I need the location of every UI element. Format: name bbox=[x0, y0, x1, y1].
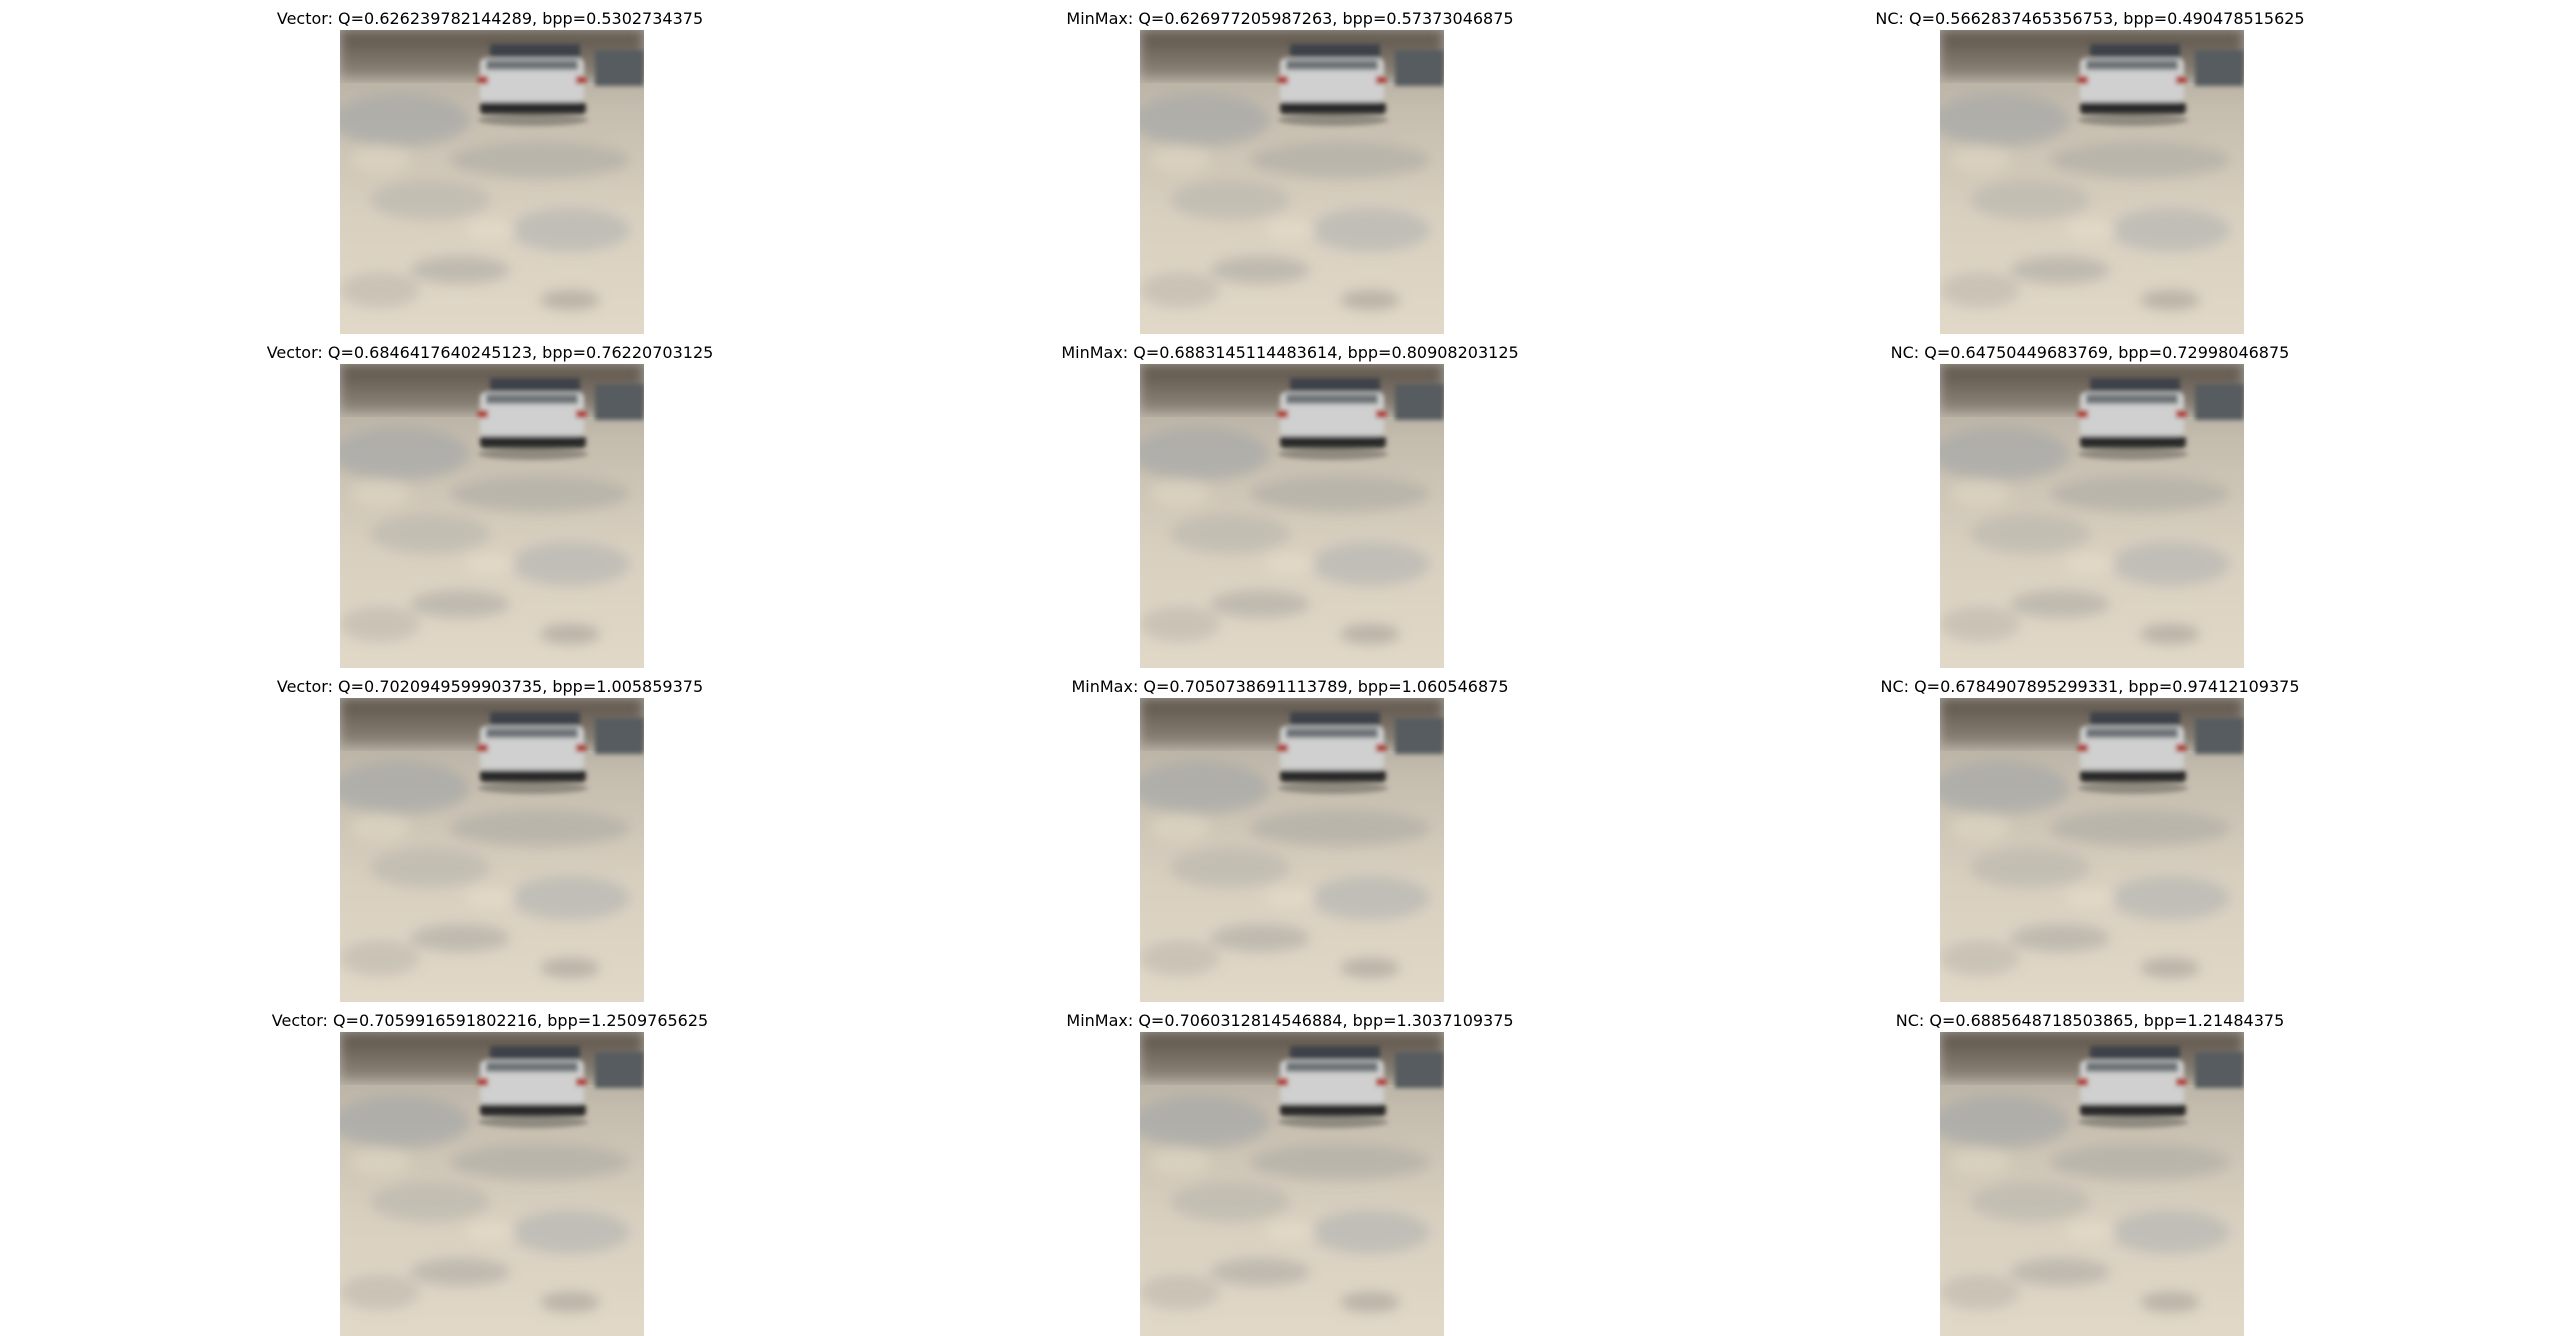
panel: MinMax: Q=0.7050738691113789, bpp=1.0605… bbox=[890, 676, 1690, 1002]
panel: NC: Q=0.6784907895299331, bpp=0.97412109… bbox=[1690, 676, 2490, 1002]
panel-title: NC: Q=0.64750449683769, bpp=0.7299804687… bbox=[1890, 343, 2290, 362]
panel-title: NC: Q=0.6885648718503865, bpp=1.21484375 bbox=[1895, 1011, 2285, 1030]
reconstructed-image bbox=[340, 698, 644, 1002]
panel-title: Vector: Q=0.7020949599903735, bpp=1.0058… bbox=[276, 677, 704, 696]
panel: NC: Q=0.6885648718503865, bpp=1.21484375 bbox=[1690, 1010, 2490, 1336]
panel-title: MinMax: Q=0.7060312814546884, bpp=1.3037… bbox=[1066, 1011, 1514, 1030]
reconstructed-image bbox=[1940, 1032, 2244, 1336]
panel-title: NC: Q=0.6784907895299331, bpp=0.97412109… bbox=[1880, 677, 2300, 696]
reconstructed-image bbox=[1140, 364, 1444, 668]
reconstructed-image bbox=[1140, 1032, 1444, 1336]
panel: MinMax: Q=0.6883145114483614, bpp=0.8090… bbox=[890, 342, 1690, 668]
panel: MinMax: Q=0.7060312814546884, bpp=1.3037… bbox=[890, 1010, 1690, 1336]
panel-title: Vector: Q=0.7059916591802216, bpp=1.2509… bbox=[271, 1011, 709, 1030]
reconstructed-image bbox=[1140, 30, 1444, 334]
panel-title: Vector: Q=0.6846417640245123, bpp=0.7622… bbox=[266, 343, 714, 362]
reconstructed-image bbox=[1940, 30, 2244, 334]
panel: Vector: Q=0.7020949599903735, bpp=1.0058… bbox=[90, 676, 890, 1002]
panel-title: MinMax: Q=0.626977205987263, bpp=0.57373… bbox=[1066, 9, 1514, 28]
reconstructed-image bbox=[1940, 364, 2244, 668]
reconstructed-image bbox=[340, 30, 644, 334]
panel-title: MinMax: Q=0.7050738691113789, bpp=1.0605… bbox=[1071, 677, 1509, 696]
panel-title: Vector: Q=0.626239782144289, bpp=0.53027… bbox=[276, 9, 704, 28]
panel-title: NC: Q=0.5662837465356753, bpp=0.49047851… bbox=[1875, 9, 2305, 28]
panel: Vector: Q=0.7059916591802216, bpp=1.2509… bbox=[90, 1010, 890, 1336]
panel: MinMax: Q=0.626977205987263, bpp=0.57373… bbox=[890, 8, 1690, 334]
panel: NC: Q=0.5662837465356753, bpp=0.49047851… bbox=[1690, 8, 2490, 334]
reconstructed-image bbox=[340, 1032, 644, 1336]
reconstructed-image bbox=[1940, 698, 2244, 1002]
panel: Vector: Q=0.626239782144289, bpp=0.53027… bbox=[90, 8, 890, 334]
reconstructed-image bbox=[340, 364, 644, 668]
panel-title: MinMax: Q=0.6883145114483614, bpp=0.8090… bbox=[1061, 343, 1519, 362]
panel: NC: Q=0.64750449683769, bpp=0.7299804687… bbox=[1690, 342, 2490, 668]
panel: Vector: Q=0.6846417640245123, bpp=0.7622… bbox=[90, 342, 890, 668]
reconstructed-image bbox=[1140, 698, 1444, 1002]
